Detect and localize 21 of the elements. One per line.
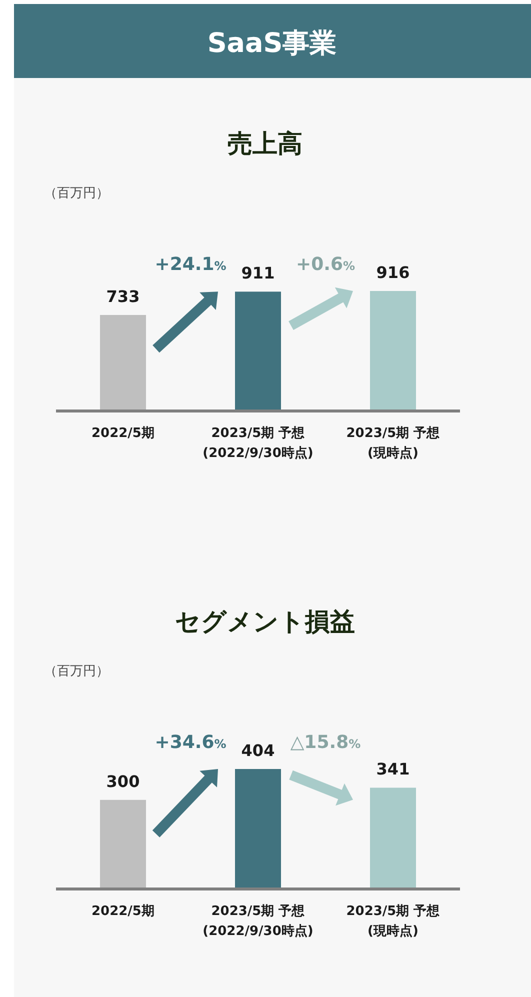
text: +34.6%	[154, 732, 226, 753]
data-label: 916	[376, 263, 410, 282]
data-label: 404	[241, 741, 275, 760]
y-axis-title: （百万円）	[44, 664, 109, 679]
x-tick-label: 2022/5期	[92, 904, 154, 919]
x-tick-label: 2023/5期 予想 (2022/9/30時点)	[202, 903, 314, 939]
data-label: 341	[376, 760, 410, 779]
chart-title: セグメント損益	[175, 607, 355, 636]
text: +0.6%	[296, 254, 355, 275]
data-label: 733	[106, 286, 140, 306]
chart-title: 売上高	[228, 129, 302, 158]
x-tick-label: 2023/5期 予想 (現時点)	[346, 903, 441, 939]
x-tick-label: 2022/5期	[92, 426, 154, 441]
x-tick-label: 2023/5期 予想 (現時点)	[346, 425, 441, 461]
y-axis-title: （百万円）	[44, 186, 109, 201]
text: SaaS事業	[207, 28, 337, 59]
data-label: 300	[106, 772, 140, 791]
text: △15.8%	[290, 732, 361, 753]
x-tick-label: 2023/5期 予想 (2022/9/30時点)	[202, 425, 314, 461]
text: +24.1%	[154, 254, 226, 275]
data-label: 911	[241, 264, 275, 283]
